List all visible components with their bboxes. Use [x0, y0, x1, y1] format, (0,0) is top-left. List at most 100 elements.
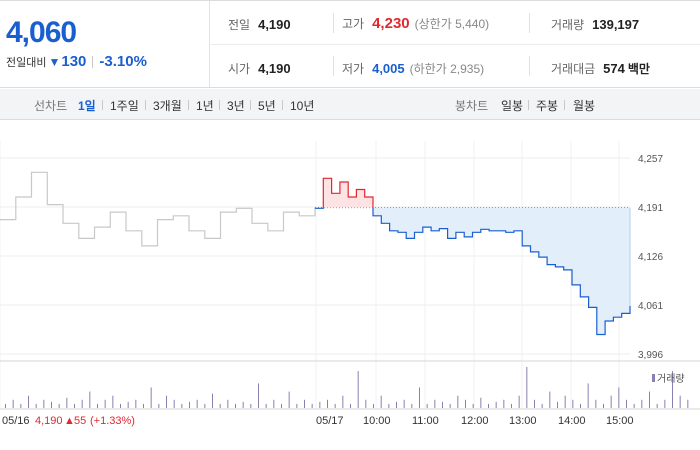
volume-bar — [120, 403, 121, 408]
stat-label: 거래량 — [551, 18, 585, 32]
volume-bar — [580, 403, 581, 408]
volume-bar — [534, 399, 535, 408]
volume-bar — [97, 403, 98, 408]
volume-bar — [189, 401, 190, 408]
volume-bar — [388, 403, 390, 408]
volume-bar — [610, 395, 612, 408]
stat-open: 시가 4,190 — [228, 60, 291, 77]
volume-legend-label: 거래량 — [657, 373, 685, 385]
y-tick-label: 4,126 — [638, 252, 663, 263]
volume-bar — [679, 395, 681, 408]
volume-bar — [380, 395, 382, 408]
candle-monthly[interactable]: 월봉 — [573, 99, 596, 113]
lower-limit: (하한가 2,935) — [409, 62, 485, 76]
prev-day-price: 4,190 — [35, 415, 63, 427]
volume-bar — [319, 401, 321, 408]
period-1d[interactable]: 1일 — [78, 99, 96, 113]
volume-bar — [12, 399, 14, 408]
volume-bar — [265, 403, 267, 408]
price-box: 4,060 전일대비 ▼ 130 -3.10% — [0, 1, 210, 87]
change-label: 전일대비 — [6, 56, 47, 69]
down-triangle-icon: ▼ — [48, 54, 61, 69]
volume-bar — [89, 391, 91, 408]
volume-bar — [664, 399, 666, 408]
divider — [282, 100, 283, 110]
candle-weekly[interactable]: 주봉 — [536, 99, 559, 113]
volume-bar — [20, 403, 22, 408]
volume-bar — [342, 395, 344, 408]
today-line-up — [322, 177, 374, 208]
volume-bar — [518, 395, 520, 408]
volume-bar — [449, 403, 451, 408]
divider — [211, 44, 700, 45]
up-area-fill — [315, 178, 630, 208]
period-5y[interactable]: 5년 — [258, 99, 276, 113]
upper-limit: (상한가 5,440) — [414, 17, 490, 31]
stat-value: 574 — [603, 61, 625, 76]
volume-bar — [334, 403, 336, 408]
volume-bar — [296, 403, 298, 408]
x-tick-label: 10:00 — [363, 415, 391, 427]
period-3y[interactable]: 3년 — [227, 99, 245, 113]
x-tick-label: 11:00 — [412, 415, 439, 427]
change-value: 130 — [61, 53, 87, 70]
today-line-down — [315, 207, 631, 336]
volume-bar — [434, 399, 436, 408]
volume-bar — [74, 403, 75, 408]
quote-header: 4,060 전일대비 ▼ 130 -3.10% 전일 4,190 고가 4,23… — [0, 0, 700, 88]
period-1y[interactable]: 1년 — [196, 99, 214, 113]
volume-bar — [426, 403, 428, 408]
divider — [250, 100, 251, 110]
volume-bar — [273, 399, 275, 408]
volume-bar — [357, 371, 359, 408]
divider — [529, 56, 530, 76]
volume-bar — [212, 393, 213, 408]
volume-legend-swatch — [652, 374, 655, 382]
volume-bar — [127, 401, 129, 408]
volume-bar — [327, 399, 328, 408]
volume-bar — [242, 401, 244, 408]
stat-low: 저가 4,005 (하한가 2,935) — [342, 60, 484, 77]
up-triangle-icon: ▲ — [64, 415, 75, 427]
x-tick-label: 12:00 — [461, 415, 489, 427]
price-chart[interactable]: 4,257 4,191 4,126 4,061 3,996 거래량 05/16 4,190 ▲ 5… — [0, 121, 700, 450]
divider — [188, 100, 189, 110]
period-1w[interactable]: 1주일 — [110, 99, 139, 113]
volume-bar — [488, 403, 489, 408]
volume-bar — [304, 399, 305, 408]
volume-bar — [603, 403, 604, 408]
volume-bar — [135, 399, 137, 408]
stat-prev-close: 전일 4,190 — [228, 16, 291, 33]
volume-bar — [281, 403, 282, 408]
volume-bar — [503, 399, 505, 408]
stat-volume: 거래량 139,197 — [551, 16, 639, 33]
volume-bar — [480, 397, 482, 408]
volume-bar — [557, 401, 558, 408]
volume-bar — [288, 391, 290, 408]
y-tick-label: 3,996 — [638, 350, 663, 361]
volume-bar — [495, 401, 497, 408]
period-10y[interactable]: 10년 — [290, 99, 315, 113]
divider — [333, 56, 334, 76]
volume-bar — [219, 403, 221, 408]
volume-bar — [166, 395, 167, 408]
chart-svg: 4,257 4,191 4,126 4,061 3,996 거래량 05/16 4,190 ▲ 5… — [0, 141, 700, 427]
volume-bar — [457, 395, 459, 408]
volume-bar — [373, 403, 374, 408]
volume-bar — [541, 403, 543, 408]
volume-bar — [649, 391, 650, 408]
volume-bar — [196, 399, 198, 408]
stat-value: 4,005 — [372, 61, 405, 76]
volume-bar — [626, 399, 627, 408]
volume-bar — [350, 403, 351, 408]
volume-bar — [595, 399, 597, 408]
stat-value: 4,230 — [372, 15, 410, 32]
candle-daily[interactable]: 일봉 — [501, 99, 524, 113]
change-row: 전일대비 ▼ 130 -3.10% — [6, 53, 147, 70]
volume-bar — [633, 403, 635, 408]
volume-bar — [112, 395, 114, 408]
divider — [145, 100, 146, 110]
period-3m[interactable]: 3개월 — [153, 99, 182, 113]
y-tick-label: 4,191 — [638, 203, 663, 214]
stat-label: 시가 — [228, 62, 251, 76]
